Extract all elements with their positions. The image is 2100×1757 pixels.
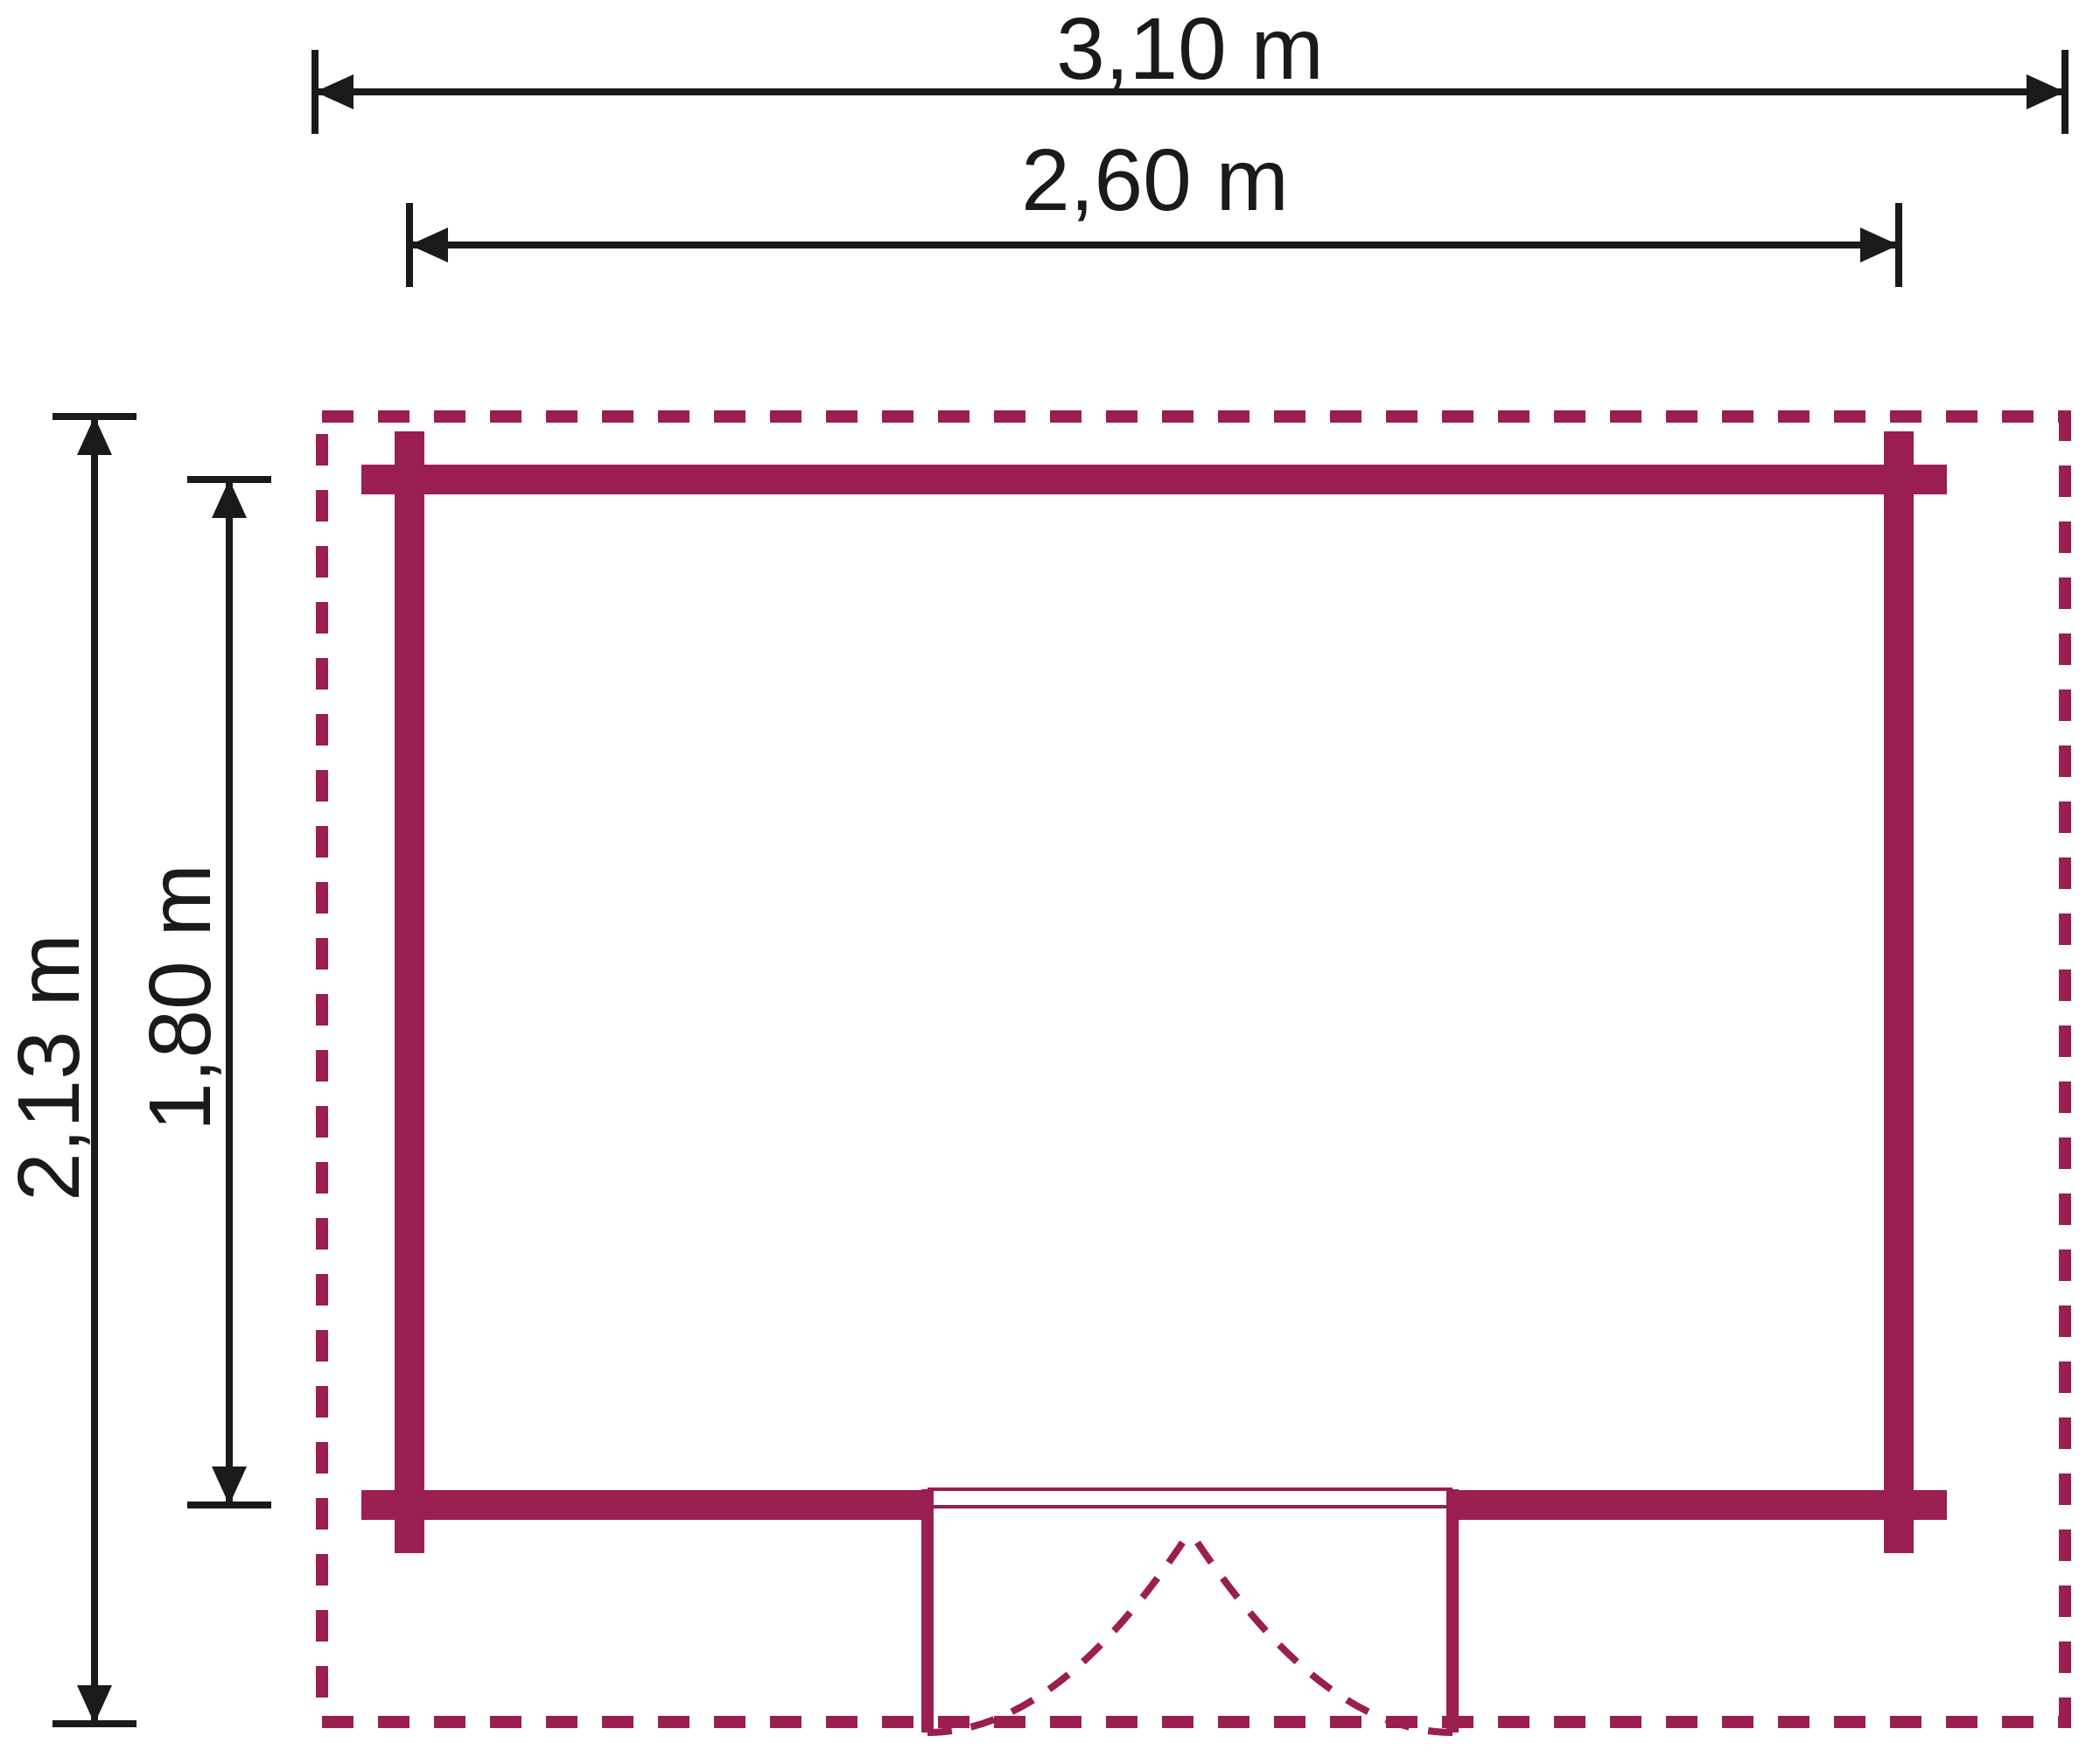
roof-outline-dashed [322, 416, 2065, 1722]
label-inner-width: 2,60 m [1021, 131, 1289, 229]
door-swing-left [928, 1531, 1190, 1732]
floor-plan-diagram: 3,10 m 2,60 m 2,13 m 1,80 m [0, 0, 2100, 1757]
label-outer-width: 3,10 m [1056, 0, 1324, 98]
label-outer-height: 2,13 m [0, 934, 98, 1201]
label-inner-height: 1,80 m [131, 864, 229, 1131]
door-swing-right [1190, 1531, 1452, 1732]
